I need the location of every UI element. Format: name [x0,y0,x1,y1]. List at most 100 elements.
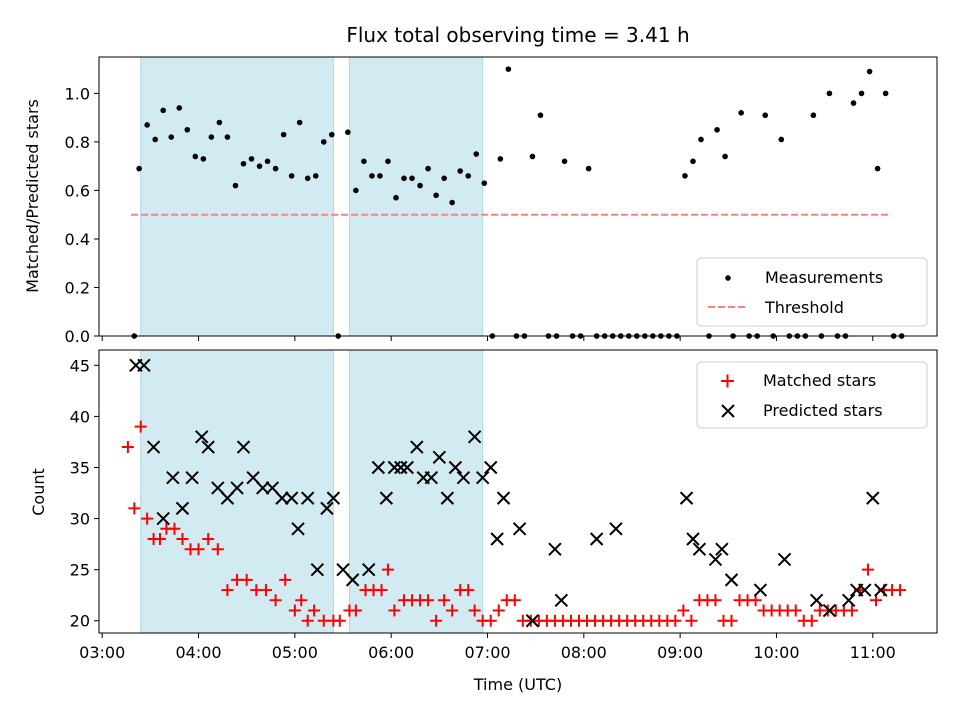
matched-star-point [295,594,308,607]
matched-star-point [176,533,189,546]
measurement-point [377,173,383,179]
shaded-interval-0 [140,349,334,634]
measurement-point [529,153,536,160]
measurement-point [136,165,142,172]
measurement-point [762,112,769,119]
top-shaded-intervals [140,56,484,337]
measurement-point [409,175,415,182]
predicted-star-point [379,491,394,505]
predicted-star-point [291,522,305,536]
measurement-point [425,165,431,172]
matched-star-point [677,604,690,617]
predicted-star-point [230,481,244,495]
predicted-star-point [484,460,498,475]
matched-star-point [805,614,818,627]
predicted-star-point [874,583,888,597]
predicted-star-point [841,593,856,608]
measurement-point [497,156,504,162]
matched-star-point [134,420,147,433]
matched-star-point [333,614,346,627]
y-tick-label: 40 [70,407,90,426]
shaded-interval-1 [348,56,484,337]
measurement-point [505,66,512,72]
predicted-star-point [679,491,694,505]
predicted-star-point [822,603,837,618]
measurement-point [216,119,223,126]
predicted-star-point [310,562,325,577]
matched-star-point [422,594,435,607]
matched-star-point [388,604,401,617]
y-tick-label: 20 [70,612,90,631]
matched-star-point [279,573,292,586]
predicted-star-point [554,593,569,608]
measurement-point [168,134,175,140]
y-tick-label: 1.0 [65,84,90,103]
legend-measurements-label: Measurements [765,268,883,287]
x-tick-label: 09:00 [657,643,703,662]
matched-star-point [240,573,253,586]
predicted-star-point [525,614,540,628]
predicted-star-point [424,471,439,485]
top-x-ticks [101,336,874,341]
y-tick-label: 0.8 [65,133,90,152]
predicted-star-point [137,358,151,373]
measurement-point [433,192,439,199]
measurement-point [345,129,351,136]
predicted-star-point [724,573,739,587]
matched-star-point [709,594,722,607]
measurement-point [561,158,568,165]
measurement-point [858,90,865,97]
predicted-star-point [753,583,768,597]
matched-star-point [211,543,224,556]
legend-threshold-label: Threshold [764,298,844,317]
x-tick-label: 03:00 [79,643,125,662]
matched-star-point [168,522,181,535]
shaded-interval-0 [140,56,334,337]
predicted-star-point [410,440,424,454]
predicted-star-point [156,511,170,526]
bottom-panel: 20 25 30 35 40 45 03:00 04:00 05:00 06:00 07:00 08… [29,349,938,694]
measurement-point [320,139,327,145]
predicted-star-point [432,450,447,464]
predicted-star-point [326,491,341,505]
predicted-star-point [275,491,289,505]
predicted-star-point [490,532,504,546]
measurement-point [152,136,158,143]
measurement-point [441,175,447,182]
matched-star-point [508,594,521,607]
predicted-star-point [146,440,161,454]
measurement-point [778,136,785,143]
predicted-star-point [708,552,723,567]
measurement-point [457,168,464,174]
predicted-star-point [400,460,414,475]
measurement-point [682,173,688,179]
bottom-axes-frame [98,349,938,634]
predicted-star-point [475,471,490,485]
bottom-legend: Matched stars Predicted stars [696,361,928,429]
measurement-point [184,126,191,133]
matched-star-point [725,614,738,627]
x-tick-label: 07:00 [464,643,510,662]
x-tick-label: 05:00 [272,643,318,662]
predicted-star-point [440,491,455,505]
predicted-star-point [448,460,463,475]
predicted-star-point [201,440,215,454]
bottom-shaded-intervals [140,349,484,634]
legend-measurements-marker [725,275,731,281]
measurement-point [698,136,704,143]
measurement-point [585,165,592,172]
top-y-ticks: 0.0 0.2 0.4 0.6 0.8 1.0 [65,84,99,346]
legend-matched-marker [721,374,734,388]
matched-star-point [430,614,443,627]
top-legend-box [696,257,928,327]
measurement-point [714,126,720,133]
matched-star-point [789,604,802,617]
y-tick-label: 0.6 [65,181,90,200]
matched-star-point [484,614,497,627]
measurement-point [481,180,488,186]
measurement-point [850,100,857,106]
top-panel: 0.0 0.2 0.4 0.6 0.8 1.0 Matched/Predicted sta… [23,56,938,346]
measurement-point [690,158,696,165]
measurement-point [232,182,239,189]
count-points [121,358,907,628]
